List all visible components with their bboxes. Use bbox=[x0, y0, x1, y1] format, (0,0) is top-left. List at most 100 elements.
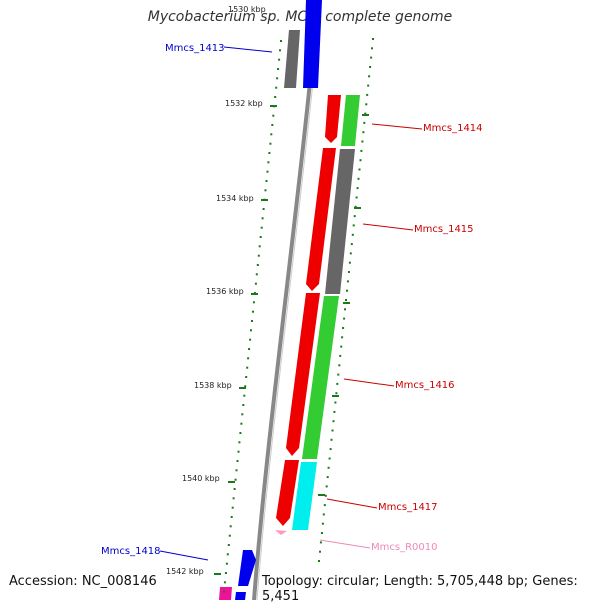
tick-dot bbox=[351, 233, 354, 236]
tick-dot bbox=[340, 345, 343, 348]
tick-dot bbox=[320, 532, 323, 534]
major-tick bbox=[332, 395, 339, 397]
tick-dot bbox=[236, 460, 239, 462]
tick-dot bbox=[243, 394, 246, 397]
tick-dot bbox=[231, 506, 234, 509]
tick-dot bbox=[246, 366, 249, 369]
tick-dot bbox=[319, 550, 321, 553]
tick-dot bbox=[345, 299, 347, 301]
tick-dot bbox=[370, 56, 373, 59]
tick-dot bbox=[260, 226, 263, 229]
tick-dot bbox=[346, 280, 349, 283]
major-tick bbox=[270, 105, 277, 107]
leader-mmcs-1415 bbox=[362, 223, 414, 231]
leader-mmcs-1417 bbox=[326, 498, 378, 509]
tick-dot bbox=[245, 376, 248, 378]
major-tick bbox=[362, 114, 369, 116]
major-tick bbox=[228, 481, 235, 483]
tick-dot bbox=[249, 338, 252, 341]
gene-label-mmcs-1414: Mmcs_1414 bbox=[423, 123, 483, 134]
tick-dot bbox=[226, 553, 229, 556]
tick-dot bbox=[324, 494, 327, 497]
leader-mmcs-r0010 bbox=[319, 539, 371, 549]
tick-dot bbox=[329, 448, 332, 451]
leader-mmcs-1418 bbox=[159, 550, 209, 561]
tick-dot bbox=[247, 357, 250, 360]
leader-mmcs-1413 bbox=[223, 46, 273, 53]
tick-dot bbox=[367, 84, 370, 87]
tick-dot bbox=[356, 187, 359, 190]
tick-marks bbox=[214, 38, 374, 593]
tick-dot bbox=[343, 317, 346, 320]
tick-dot bbox=[332, 420, 335, 423]
tick-dot bbox=[224, 572, 227, 574]
tick-dot bbox=[269, 142, 272, 145]
tick-dot bbox=[268, 152, 271, 154]
tick-dot bbox=[365, 103, 368, 106]
gene-label-mmcs-r0010: Mmcs_R0010 bbox=[371, 542, 437, 553]
tick-dot bbox=[323, 504, 326, 507]
gene-block-blue-bottom2 bbox=[235, 592, 246, 600]
tick-dot bbox=[242, 404, 245, 406]
tick-dot bbox=[352, 224, 355, 227]
tick-dot bbox=[319, 541, 322, 544]
tick-dot bbox=[271, 124, 274, 126]
tick-dot bbox=[261, 217, 264, 220]
tick-dot bbox=[278, 58, 281, 61]
tick-dot bbox=[276, 77, 279, 80]
major-tick bbox=[354, 207, 361, 209]
tick-dot bbox=[244, 385, 247, 388]
major-tick bbox=[261, 199, 268, 201]
tick-dot bbox=[230, 516, 233, 518]
tick-dot bbox=[241, 413, 244, 416]
tick-dot bbox=[326, 476, 329, 479]
tick-dot bbox=[342, 327, 345, 329]
tick-dot bbox=[225, 562, 228, 565]
major-tick bbox=[318, 494, 325, 496]
tick-dot bbox=[362, 131, 365, 134]
tick-dot bbox=[238, 441, 241, 444]
tick-dot bbox=[346, 289, 348, 292]
tick-dot bbox=[344, 308, 346, 311]
tick-dot bbox=[331, 429, 334, 432]
tick-dot bbox=[360, 149, 363, 152]
kbp-label-1532: 1532 kbp bbox=[225, 99, 263, 108]
tick-dot bbox=[334, 401, 337, 404]
tick-dot bbox=[274, 96, 277, 98]
tick-dot bbox=[240, 422, 243, 425]
tick-dot bbox=[264, 189, 267, 192]
gene-block-gray-top bbox=[284, 30, 300, 88]
gene-block-gray-2 bbox=[325, 149, 355, 294]
tick-dot bbox=[277, 68, 280, 70]
tick-dot bbox=[250, 329, 252, 332]
tick-dot bbox=[321, 522, 324, 525]
tick-dot bbox=[359, 159, 362, 162]
tick-dot bbox=[279, 49, 281, 52]
gene-arrow-red-2 bbox=[306, 148, 336, 291]
tick-dot bbox=[235, 469, 238, 472]
gene-block-green-2 bbox=[302, 296, 339, 459]
gene-label-mmcs-1416: Mmcs_1416 bbox=[395, 380, 455, 391]
tick-dot bbox=[280, 40, 282, 42]
tick-dot bbox=[363, 121, 366, 124]
tick-dot bbox=[262, 208, 265, 210]
tick-dot bbox=[339, 354, 342, 357]
tick-dot bbox=[256, 264, 259, 266]
gene-block-magenta-bottom bbox=[219, 587, 232, 600]
tick-dot bbox=[348, 261, 351, 264]
tick-dot bbox=[275, 86, 278, 89]
gene-block-green-1 bbox=[341, 95, 360, 146]
tick-dot bbox=[368, 75, 371, 78]
tick-dot bbox=[255, 273, 258, 276]
tick-dot bbox=[364, 112, 367, 115]
tick-dot bbox=[361, 140, 364, 143]
tick-dot bbox=[252, 301, 255, 304]
kbp-label-1530: 1530 kbp bbox=[228, 5, 266, 14]
gene-label-mmcs-1415: Mmcs_1415 bbox=[414, 224, 474, 235]
tick-dot bbox=[337, 373, 340, 376]
tick-dot bbox=[318, 560, 320, 562]
tick-dot bbox=[254, 282, 257, 285]
tick-dot bbox=[347, 271, 350, 273]
gene-label-mmcs-1418: Mmcs_1418 bbox=[101, 546, 161, 557]
tick-dot bbox=[369, 66, 372, 68]
